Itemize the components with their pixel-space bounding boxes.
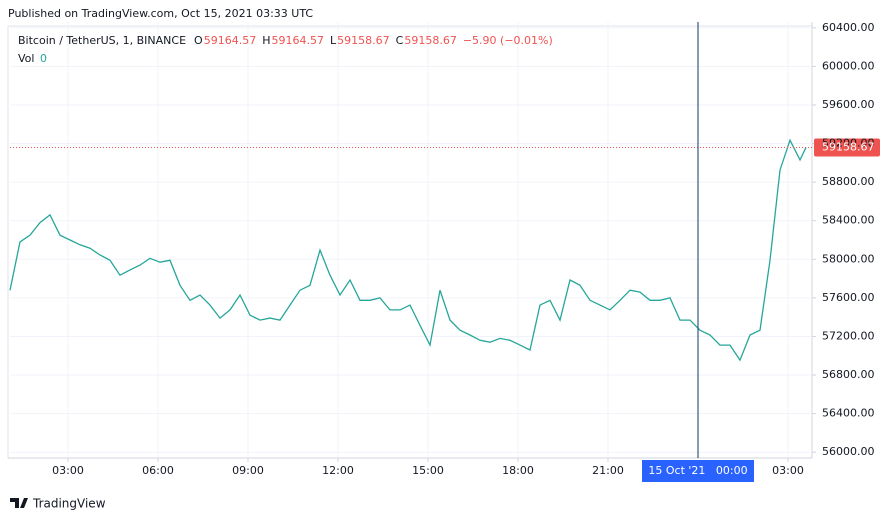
- logo-icon: [10, 498, 28, 508]
- y-tick-label: 60000.00: [822, 59, 875, 72]
- crosshair-label: 15 Oct '21 00:00: [648, 464, 747, 477]
- y-tick-label: 58800.00: [822, 175, 875, 188]
- x-tick-label: 03:00: [52, 464, 84, 477]
- y-tick-label: 56800.00: [822, 368, 875, 381]
- marks: [9, 138, 807, 362]
- brand: TradingView: [32, 497, 106, 511]
- symbol: Bitcoin / TetherUS, 1, BINANCE: [18, 34, 186, 47]
- ohlc-key: L: [330, 34, 337, 47]
- ohlc-key: H: [262, 34, 270, 47]
- volume-key: Vol: [18, 52, 34, 65]
- x-tick-label: 15:00: [412, 464, 444, 477]
- change: −5.90 (−0.01%): [463, 34, 553, 47]
- ohlc-legend: O 59164.57 H 59164.57 L 59158.67 C 59158.67 −5.9…: [194, 34, 553, 47]
- y-tick-label: 59200.00: [822, 137, 875, 150]
- last-price-box: [814, 138, 880, 157]
- published-note: Published on TradingView.com, Oct 15, 20…: [8, 7, 313, 20]
- y-tick-label: 56400.00: [822, 407, 875, 420]
- y-tick-label: 60400.00: [822, 21, 875, 34]
- ohlc-key: O: [194, 34, 203, 47]
- overlay: [10, 22, 880, 482]
- grid: [10, 22, 816, 462]
- y-tick-label: 57200.00: [822, 329, 875, 342]
- y-tick-label: 59600.00: [822, 98, 875, 111]
- x-tick-label: 12:00: [322, 464, 354, 477]
- ohlc-value: 59164.57: [204, 34, 257, 47]
- x-tick-label: 21:00: [592, 464, 624, 477]
- last-price-label: 59158.67: [822, 141, 875, 154]
- ohlc-key: C: [396, 34, 404, 47]
- ohlc-value: 59158.67: [404, 34, 457, 47]
- volume-value: 0: [40, 52, 47, 65]
- x-tick-label: 09:00: [232, 464, 264, 477]
- y-tick-label: 58000.00: [822, 252, 875, 265]
- x-tick-label: 03:00: [772, 464, 804, 477]
- y-tick-label: 58400.00: [822, 214, 875, 227]
- y-tick-label: 56000.00: [822, 445, 875, 458]
- tradingview-logo: TradingView: [10, 497, 106, 511]
- x-tick-label: 06:00: [142, 464, 174, 477]
- ohlc-value: 59158.67: [337, 34, 390, 47]
- price-line: [9, 138, 807, 362]
- ohlc-value: 59164.57: [272, 34, 325, 47]
- x-tick-label: 18:00: [502, 464, 534, 477]
- y-tick-label: 57600.00: [822, 291, 875, 304]
- crosshair-box: [642, 460, 754, 482]
